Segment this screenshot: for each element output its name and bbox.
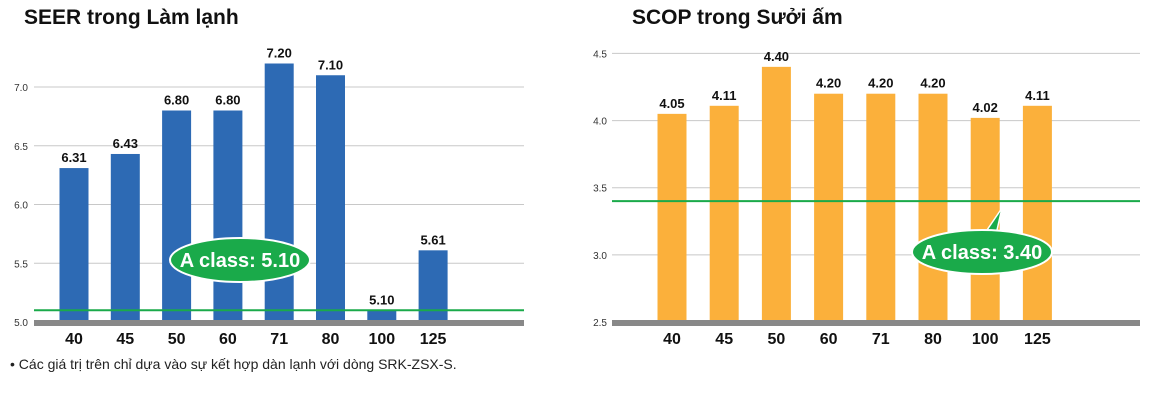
seer-callout-badge <box>169 237 311 283</box>
seer-category-label: 80 <box>322 331 340 348</box>
seer-data-label: 5.10 <box>369 292 394 307</box>
scop-category-label: 60 <box>820 331 838 348</box>
seer-category-label: 125 <box>420 331 447 348</box>
seer-data-label: 5.61 <box>420 232 445 247</box>
scop-ytick-label: 4.0 <box>593 117 607 128</box>
seer-ytick-label: 5.5 <box>14 259 28 270</box>
seer-bar-71 <box>264 63 294 322</box>
scop-category-label: 71 <box>872 331 890 348</box>
seer-data-label: 6.80 <box>164 93 189 108</box>
scop-data-label: 4.20 <box>868 76 893 91</box>
seer-category-label: 100 <box>368 331 395 348</box>
scop-category-label: 100 <box>972 331 999 348</box>
seer-bar-40 <box>59 168 89 322</box>
scop-bar-45 <box>709 105 739 322</box>
seer-bar-60 <box>213 110 243 322</box>
scop-category-label: 45 <box>715 331 733 348</box>
seer-ytick-label: 7.0 <box>14 83 28 94</box>
seer-category-label: 71 <box>270 331 288 348</box>
seer-ytick-label: 6.0 <box>14 201 28 212</box>
seer-bar-50 <box>162 110 192 322</box>
seer-category-label: 60 <box>219 331 237 348</box>
seer-callout-label: A class: 5.10 <box>180 250 300 272</box>
scop-bar-125 <box>1022 105 1052 322</box>
scop-bar-50 <box>761 66 791 322</box>
scop-category-label: 80 <box>924 331 942 348</box>
seer-data-label: 7.20 <box>267 46 292 61</box>
seer-category-label: 40 <box>65 331 83 348</box>
scop-callout-badge <box>911 229 1053 275</box>
seer-category-label: 50 <box>168 331 186 348</box>
seer-data-label: 7.10 <box>318 57 343 72</box>
scop-data-label: 4.20 <box>920 76 945 91</box>
scop-data-label: 4.11 <box>712 88 737 103</box>
scop-callout-label: A class: 3.40 <box>922 242 1042 264</box>
scop-bar-71 <box>866 93 896 322</box>
scop-category-label: 125 <box>1024 331 1051 348</box>
scop-category-label: 40 <box>663 331 681 348</box>
seer-bar-45 <box>110 153 140 322</box>
scop-ytick-label: 3.0 <box>593 251 607 262</box>
scop-bar-60 <box>814 93 844 322</box>
footnote: • Các giá trị trên chỉ dựa vào sự kết hợ… <box>10 356 457 372</box>
chart-title-scop: SCOP trong Sưởi ấm <box>632 6 843 29</box>
scop-ytick-label: 4.5 <box>593 49 607 60</box>
scop-data-label: 4.02 <box>973 100 998 115</box>
scop-data-label: 4.20 <box>816 76 841 91</box>
seer-x-axis <box>34 320 524 326</box>
chart-title-seer: SEER trong Làm lạnh <box>24 6 239 29</box>
scop-bar-80 <box>918 93 948 322</box>
seer-chart: 5.0 5.5 6.0 6.5 7.0 6.31 40 6.43 45 6.80 50 6.80 60 7… <box>14 46 524 348</box>
scop-ytick-label: 3.5 <box>593 184 607 195</box>
scop-chart: 2.5 3.0 3.5 4.0 4.5 4.05 40 4.11 45 4.40 50 4.20 60 4… <box>593 49 1140 348</box>
seer-ytick-label: 6.5 <box>14 142 28 153</box>
scop-data-label: 4.11 <box>1025 88 1050 103</box>
seer-data-label: 6.31 <box>61 150 86 165</box>
scop-category-label: 50 <box>768 331 786 348</box>
seer-category-label: 45 <box>116 331 134 348</box>
scop-x-axis <box>612 320 1140 326</box>
scop-data-label: 4.40 <box>764 49 789 64</box>
seer-ytick-label: 5.0 <box>14 318 28 329</box>
seer-bar-100 <box>367 310 397 322</box>
scop-ytick-label: 2.5 <box>593 318 607 329</box>
scop-data-label: 4.05 <box>659 96 684 111</box>
seer-data-label: 6.80 <box>215 93 240 108</box>
scop-bar-40 <box>657 113 687 322</box>
seer-bar-80 <box>316 75 345 322</box>
seer-data-label: 6.43 <box>113 136 138 151</box>
